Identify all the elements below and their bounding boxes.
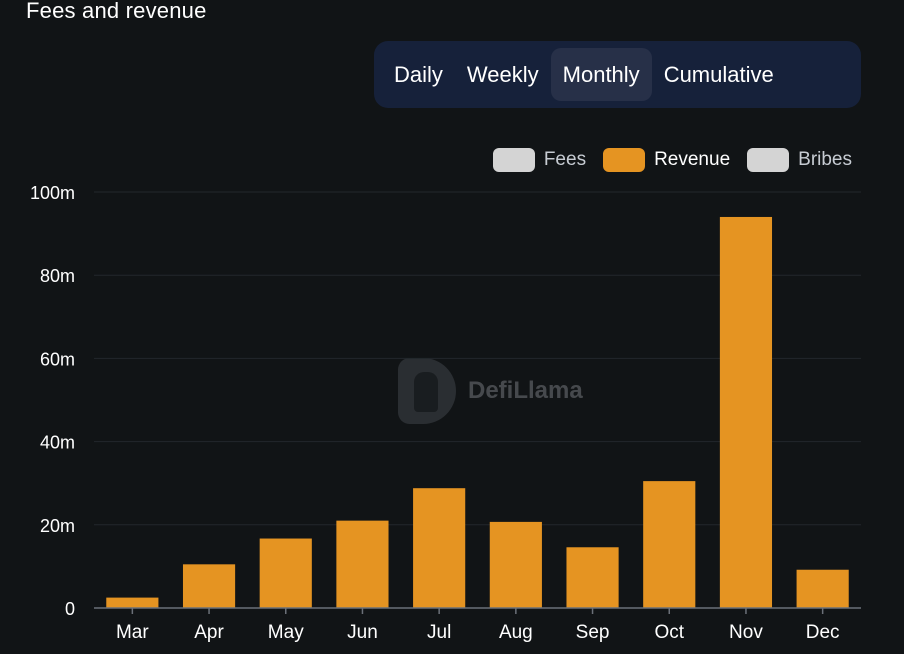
bar-mar — [106, 597, 159, 608]
y-tick-label: 60m — [40, 349, 75, 369]
x-tick-label: May — [268, 622, 304, 643]
chart-title: Fees and revenue — [26, 0, 207, 23]
tab-daily[interactable]: Daily — [394, 62, 443, 87]
bar-aug — [489, 521, 542, 608]
legend-label-bribes: Bribes — [798, 149, 852, 170]
period-tabs: Daily Weekly Monthly Cumulative — [374, 41, 861, 108]
legend-swatch-bribes — [747, 148, 790, 172]
bar-apr — [182, 564, 236, 608]
legend-label-revenue: Revenue — [654, 149, 731, 170]
bar-sep — [566, 547, 619, 608]
x-tick-label: Jul — [427, 622, 451, 643]
llama-logo-icon — [398, 358, 456, 424]
y-tick-label: 40m — [40, 433, 75, 453]
legend-item-fees[interactable]: Fees — [492, 148, 587, 172]
y-tick-label: 100m — [30, 183, 75, 203]
legend-label-fees: Fees — [543, 149, 587, 170]
tab-monthly[interactable]: Monthly — [550, 48, 652, 101]
tab-weekly[interactable]: Weekly — [466, 62, 539, 87]
x-tick-label: Dec — [806, 622, 840, 643]
y-tick-label: 20m — [40, 516, 75, 536]
watermark-text: DefiLlama — [468, 377, 583, 404]
legend-swatch-revenue — [603, 148, 646, 172]
x-tick-label: Nov — [729, 622, 763, 643]
y-tick-label: 0 — [65, 599, 75, 619]
x-tick-label: Sep — [576, 622, 610, 643]
x-tick-label: Jun — [347, 622, 378, 643]
y-tick-label: 80m — [40, 266, 75, 286]
legend-item-bribes[interactable]: Bribes — [747, 148, 852, 172]
bar-nov — [719, 216, 773, 608]
x-tick-label: Apr — [194, 622, 224, 643]
bar-jul — [413, 488, 466, 608]
bar-oct — [643, 481, 696, 608]
legend-swatch-fees — [492, 148, 535, 172]
x-tick-label: Oct — [654, 622, 684, 643]
bar-may — [259, 538, 312, 608]
x-tick-label: Mar — [116, 622, 149, 643]
bar-jun — [336, 520, 389, 608]
defillama-watermark: DefiLlama — [398, 358, 583, 424]
tab-cumulative[interactable]: Cumulative — [663, 62, 774, 87]
legend-item-revenue[interactable]: Revenue — [603, 148, 730, 172]
bar-dec — [796, 569, 849, 608]
chart-legend: Fees Revenue Bribes — [492, 148, 852, 172]
x-tick-label: Aug — [499, 622, 533, 643]
